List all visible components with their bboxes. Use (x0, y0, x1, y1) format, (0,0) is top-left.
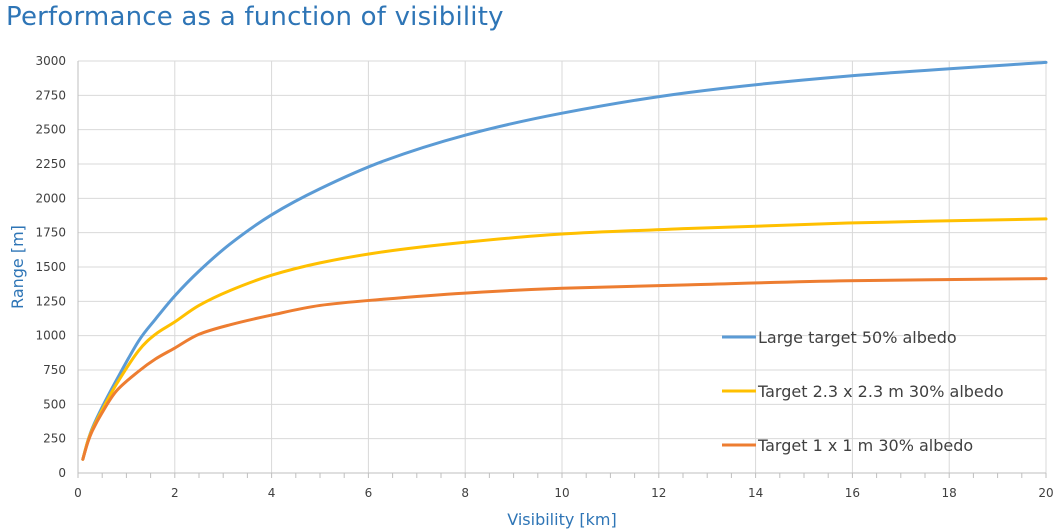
axes (77, 61, 1047, 478)
series-line-3 (81, 277, 1048, 461)
tick-labels: 0 250 500 750 1000 1250 1500 1750 2000 2250 2500 27… (35, 54, 1053, 500)
y-axis-title: Range [m] (8, 225, 27, 309)
x-tick-label: 10 (554, 486, 569, 500)
y-tick-label: 250 (43, 432, 66, 446)
x-tick-label: 2 (171, 486, 179, 500)
y-tick-label: 1250 (35, 294, 66, 308)
y-tick-label: 2750 (35, 88, 66, 102)
series-line-2 (81, 217, 1048, 461)
y-tick-label: 750 (43, 363, 66, 377)
x-axis-title: Visibility [km] (507, 510, 616, 529)
x-tick-label: 6 (365, 486, 373, 500)
y-tick-label: 1750 (35, 226, 66, 240)
y-tick-label: 2000 (35, 191, 66, 205)
y-tick-label: 2250 (35, 157, 66, 171)
y-tick-label: 2500 (35, 123, 66, 137)
x-tick-label: 18 (942, 486, 957, 500)
x-tick-label: 4 (268, 486, 276, 500)
y-tick-label: 1000 (35, 329, 66, 343)
y-tick-label: 3000 (35, 54, 66, 68)
y-tick-label: 500 (43, 397, 66, 411)
legend-label-1: Large target 50% albedo (758, 328, 957, 347)
gridlines (78, 60, 1047, 473)
legend: Large target 50% albedo Target 2.3 x 2.3 … (722, 328, 1004, 455)
x-tick-label: 8 (461, 486, 469, 500)
y-tick-label: 0 (58, 466, 66, 480)
chart-title: Performance as a function of visibility (6, 2, 504, 32)
x-tick-label: 16 (845, 486, 860, 500)
x-tick-label: 0 (74, 486, 82, 500)
series-lines (81, 60, 1048, 461)
y-tick-label: 1500 (35, 260, 66, 274)
x-tick-label: 14 (748, 486, 763, 500)
legend-label-2: Target 2.3 x 2.3 m 30% albedo (757, 382, 1004, 401)
x-tick-label: 12 (651, 486, 666, 500)
x-tick-label: 20 (1038, 486, 1053, 500)
legend-label-3: Target 1 x 1 m 30% albedo (757, 436, 973, 455)
